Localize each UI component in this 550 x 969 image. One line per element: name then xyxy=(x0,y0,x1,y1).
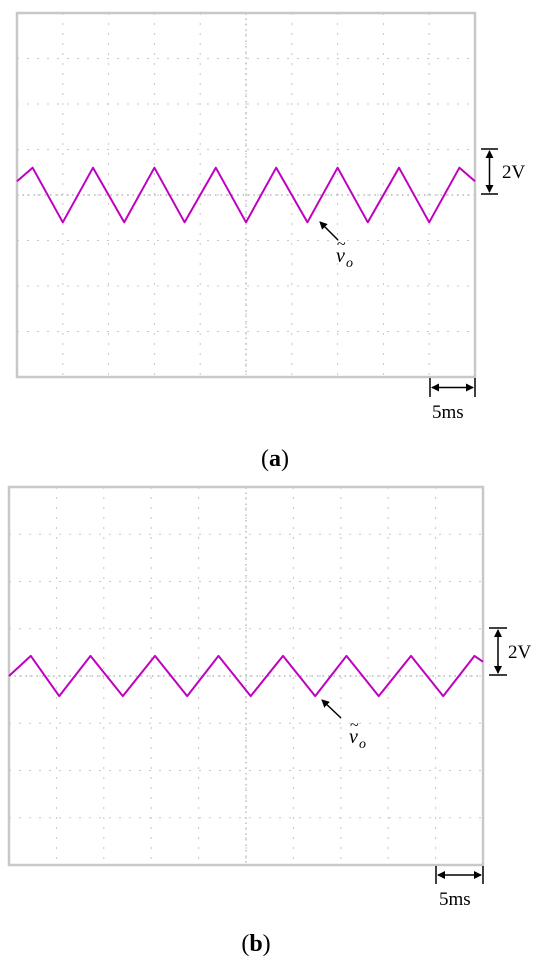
panel-b-waveform xyxy=(8,654,484,698)
panel-b-time-scale-bar xyxy=(435,866,484,884)
panel-a-voltage-scale-label: 2V xyxy=(502,162,526,183)
panel-b-voltage-scale-bar xyxy=(489,627,507,676)
panel-b-signal-symbol: v xyxy=(349,726,358,748)
panel-b-signal-subscript: o xyxy=(359,737,366,752)
panel-a-signal-subscript: o xyxy=(346,256,353,271)
panel-b-grid xyxy=(9,487,483,865)
panel-a-time-scale-bar xyxy=(429,378,476,397)
panel-a-frame xyxy=(15,11,477,379)
panel-a: 2V 5ms ~ v o (a) xyxy=(15,11,526,472)
panel-b: 2V 5ms ~ v o (b) xyxy=(7,485,532,957)
panel-b-caption-letter: b xyxy=(249,931,262,957)
panel-a-time-scale-label: 5ms xyxy=(432,402,464,423)
panel-a-caption-letter: a xyxy=(269,446,281,472)
panel-a-signal-tilde: ~ xyxy=(337,236,346,253)
panel-a-signal-arrow xyxy=(319,221,339,241)
panel-b-signal-arrow xyxy=(321,699,342,719)
panel-b-time-scale-label: 5ms xyxy=(439,889,471,910)
panel-a-waveform xyxy=(16,166,476,224)
panel-a-signal-symbol: v xyxy=(336,245,345,267)
panel-a-grid xyxy=(17,13,475,377)
panel-a-voltage-scale-bar xyxy=(481,148,498,195)
panel-b-caption: (b) xyxy=(241,931,270,957)
panel-a-caption: (a) xyxy=(261,446,289,472)
panel-b-voltage-scale-label: 2V xyxy=(508,642,532,663)
panel-b-signal-tilde: ~ xyxy=(350,717,359,734)
